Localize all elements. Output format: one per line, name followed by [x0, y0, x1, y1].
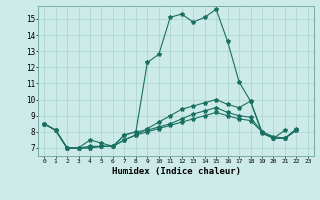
X-axis label: Humidex (Indice chaleur): Humidex (Indice chaleur) [111, 167, 241, 176]
